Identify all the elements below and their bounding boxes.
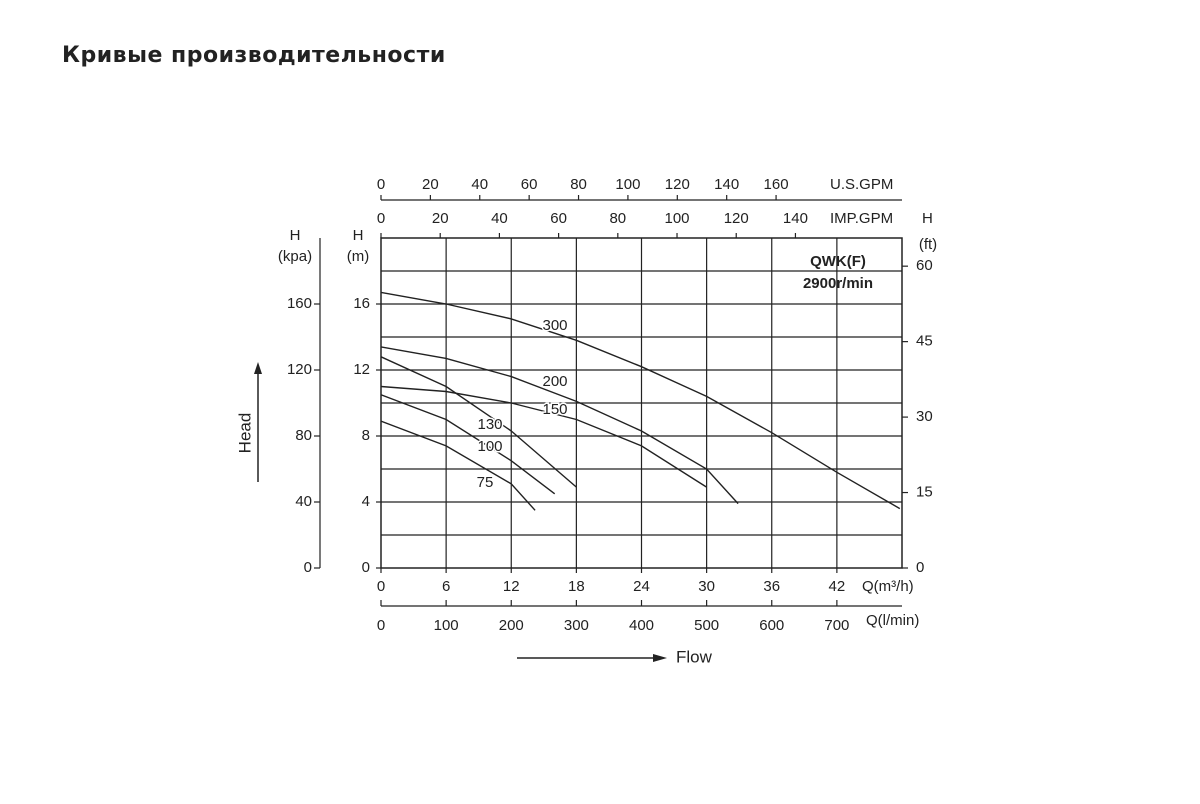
curve-label: 200 [542, 373, 567, 390]
x4-tick-label: 60 [550, 210, 567, 227]
axis-label: U.S.GPM [830, 176, 893, 193]
x4-tick-label: 40 [491, 210, 508, 227]
x4-tick-label: 20 [432, 210, 449, 227]
x2-tick-label: 600 [759, 617, 784, 634]
y-tick-label: 0 [362, 559, 370, 576]
curve-label: 100 [477, 438, 502, 455]
y-tick-label: 12 [353, 361, 370, 378]
pump-curve [380, 420, 536, 511]
x-tick-label: 12 [503, 578, 520, 595]
y3-tick-label: 60 [916, 257, 933, 274]
x2-tick-label: 200 [499, 617, 524, 634]
x3-tick-label: 40 [471, 176, 488, 193]
axis-label: IMP.GPM [830, 210, 893, 227]
y2-tick-label: 0 [304, 559, 312, 576]
curve-label: 150 [542, 401, 567, 418]
y-tick-label: 16 [353, 295, 370, 312]
x4-tick-label: 0 [377, 210, 385, 227]
axis-label: H [922, 210, 933, 227]
page-title: Кривые производительности [62, 43, 446, 68]
y3-tick-label: 45 [916, 333, 933, 350]
axis-unit: (kpa) [278, 248, 312, 265]
flow-label: Flow [676, 647, 713, 666]
y2-tick-label: 120 [287, 361, 312, 378]
head-arrowhead [254, 362, 262, 374]
x-tick-label: 36 [763, 578, 780, 595]
pump-curve [380, 356, 577, 488]
curve-label: 75 [477, 474, 494, 491]
pump-curve [380, 291, 901, 510]
annotation: 2900r/min [803, 275, 873, 292]
pump-curve [380, 385, 707, 488]
curve-label: 130 [477, 416, 502, 433]
x2-tick-label: 100 [434, 617, 459, 634]
y2-tick-label: 160 [287, 295, 312, 312]
flow-arrowhead [653, 654, 667, 662]
curve-label: 300 [542, 317, 567, 334]
x3-tick-label: 100 [615, 176, 640, 193]
axis-label: H [290, 227, 301, 244]
y2-tick-label: 80 [295, 427, 312, 444]
x2-tick-label: 300 [564, 617, 589, 634]
x2-tick-label: 0 [377, 617, 385, 634]
x-tick-label: 42 [829, 578, 846, 595]
x-tick-label: 30 [698, 578, 715, 595]
y3-tick-label: 30 [916, 408, 933, 425]
x-tick-label: 24 [633, 578, 650, 595]
x3-tick-label: 0 [377, 176, 385, 193]
x2-tick-label: 700 [824, 617, 849, 634]
pump-curve [380, 394, 556, 495]
head-label: Head [235, 413, 254, 454]
y-tick-label: 4 [362, 493, 370, 510]
x-tick-label: 6 [442, 578, 450, 595]
x2-tick-label: 500 [694, 617, 719, 634]
x3-tick-label: 140 [714, 176, 739, 193]
axis-unit: (ft) [919, 236, 937, 253]
x3-tick-label: 20 [422, 176, 439, 193]
x4-tick-label: 100 [665, 210, 690, 227]
y-tick-label: 8 [362, 427, 370, 444]
y3-tick-label: 0 [916, 559, 924, 576]
pump-curve [380, 346, 739, 505]
x3-tick-label: 160 [764, 176, 789, 193]
x3-tick-label: 120 [665, 176, 690, 193]
x-tick-label: 18 [568, 578, 585, 595]
x4-tick-label: 120 [724, 210, 749, 227]
x-tick-label: 0 [377, 578, 385, 595]
axis-unit: (m) [347, 248, 370, 265]
x3-tick-label: 60 [521, 176, 538, 193]
axis-label: Q(l/min) [866, 612, 919, 629]
x4-tick-label: 80 [609, 210, 626, 227]
axis-label: Q(m³/h) [862, 578, 914, 595]
annotation: QWK(F) [810, 253, 866, 270]
x4-tick-label: 140 [783, 210, 808, 227]
y2-tick-label: 40 [295, 493, 312, 510]
x2-tick-label: 400 [629, 617, 654, 634]
axis-label: H [353, 227, 364, 244]
x3-tick-label: 80 [570, 176, 587, 193]
y3-tick-label: 15 [916, 484, 933, 501]
